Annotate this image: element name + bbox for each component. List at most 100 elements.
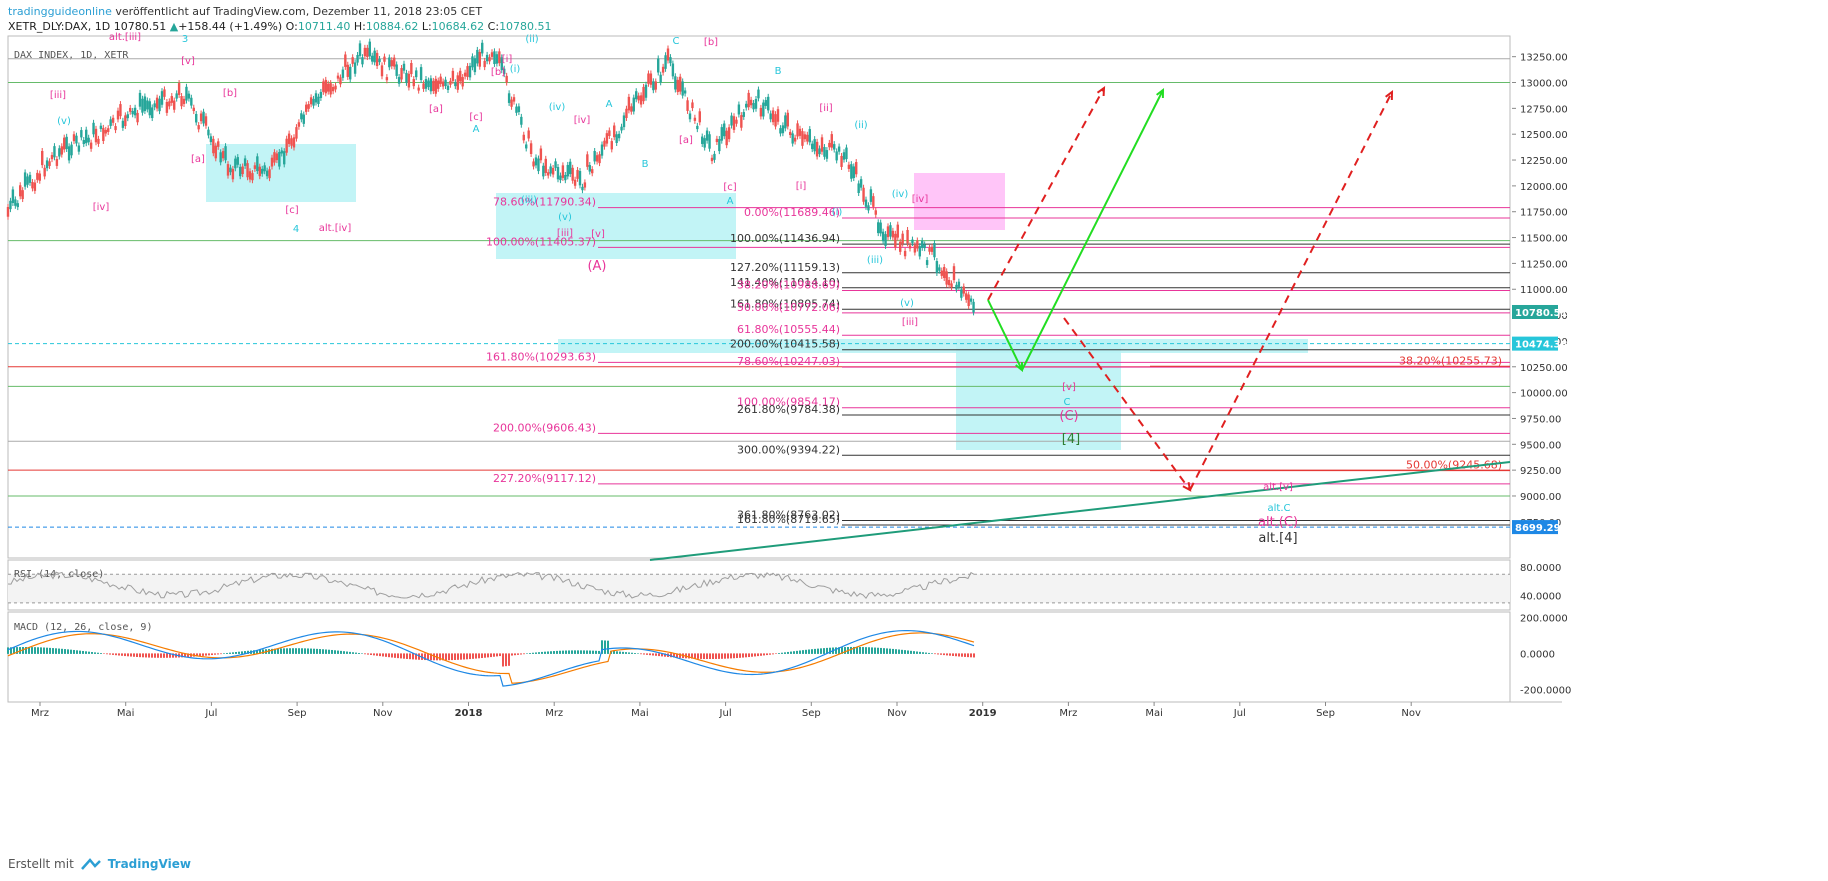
candle-body <box>730 115 733 126</box>
macd-histogram-bar <box>241 651 243 654</box>
candle-body <box>356 54 359 63</box>
candle-body <box>454 82 457 87</box>
macd-histogram-bar <box>229 652 231 654</box>
candle-body <box>899 241 902 252</box>
candle-body <box>461 77 464 87</box>
chart-canvas[interactable]: 13250.00 13000.00 12750.00 12500.00 12250.00… <box>0 0 1828 852</box>
candle-body <box>859 179 863 188</box>
macd-histogram-bar <box>523 653 525 655</box>
macd-histogram-bar <box>964 653 966 657</box>
candle-body <box>28 174 32 183</box>
fib-level-mid-label: 161.80%(10805.74) <box>730 297 840 310</box>
author-link[interactable]: tradingguideonline <box>8 5 112 18</box>
macd-histogram-bar <box>646 653 648 655</box>
candle-body <box>129 107 132 112</box>
candle-body <box>102 127 105 142</box>
symbol[interactable]: XETR_DLY:DAX, 1D <box>8 20 111 33</box>
macd-histogram-bar <box>430 653 432 661</box>
candle-body <box>495 54 499 64</box>
candle-body <box>434 78 437 94</box>
candle-body <box>263 165 266 172</box>
macd-histogram-bar <box>202 653 204 656</box>
candle-body <box>852 166 855 179</box>
macd-histogram-bar <box>262 649 264 654</box>
macd-histogram-bar <box>925 652 927 654</box>
macd-histogram-bar <box>217 653 219 655</box>
macd-histogram-bar <box>604 640 606 654</box>
macd-histogram-bar <box>778 653 780 654</box>
macd-histogram-bar <box>973 653 975 658</box>
candle-body <box>534 157 538 166</box>
macd-histogram-bar <box>67 649 69 654</box>
macd-histogram-bar <box>835 647 837 654</box>
candle-body <box>813 139 816 152</box>
candle-body <box>307 104 310 109</box>
candle-body <box>642 86 645 102</box>
candle-body <box>234 158 237 169</box>
macd-histogram-bar <box>547 651 549 654</box>
macd-histogram-bar <box>133 653 135 657</box>
candle-body <box>195 113 198 123</box>
macd-histogram-bar <box>256 649 258 654</box>
macd-histogram-bar <box>226 652 228 654</box>
candle-body <box>701 136 704 144</box>
candle-body <box>630 106 633 112</box>
macd-histogram-bar <box>316 648 318 654</box>
candle-body <box>459 70 462 82</box>
candle-body <box>647 73 650 84</box>
candle-body <box>745 103 748 108</box>
candle-body <box>769 113 772 120</box>
candle-body <box>674 76 677 90</box>
fib-level-left-label: 227.20%(9117.12) <box>493 472 596 485</box>
wave-label: [v] <box>181 56 195 67</box>
candle-body <box>688 113 692 120</box>
candle-body <box>764 100 767 106</box>
candle-body <box>943 267 946 279</box>
wave-label: [v] <box>1062 382 1076 393</box>
macd-histogram-bar <box>355 652 357 654</box>
candle-body <box>75 135 78 144</box>
macd-histogram-bar <box>508 653 510 666</box>
macd-histogram-bar <box>724 653 726 659</box>
macd-histogram-bar <box>829 647 831 654</box>
y-tick-label: 11750.00 <box>1520 208 1568 219</box>
macd-histogram-bar <box>730 653 732 659</box>
candle-body <box>261 168 264 174</box>
x-tick-label: Nov <box>1401 708 1421 719</box>
macd-histogram-bar <box>556 650 558 654</box>
candle-body <box>322 81 325 92</box>
macd-histogram-bar <box>826 647 828 654</box>
macd-histogram-bar <box>337 650 339 654</box>
candle-body <box>908 245 912 249</box>
candle-body <box>955 284 958 290</box>
candle-body <box>199 113 203 122</box>
macd-histogram-bar <box>670 653 672 658</box>
macd-histogram-bar <box>742 653 744 658</box>
candle-body <box>857 183 860 193</box>
quote-line: XETR_DLY:DAX, 1D 10780.51 ▲+158.44 (+1.4… <box>8 19 552 34</box>
candle-body <box>493 51 496 65</box>
y-tick-label: 12250.00 <box>1520 156 1568 167</box>
macd-histogram-bar <box>448 653 450 661</box>
tradingview-link[interactable]: TradingView <box>107 857 191 871</box>
candle-body <box>202 111 205 124</box>
wave-label: (iii) <box>867 255 883 266</box>
macd-histogram-bar <box>919 651 921 654</box>
candle-body <box>818 148 821 155</box>
macd-histogram-bar <box>910 650 912 654</box>
macd-histogram-bar <box>79 650 81 654</box>
candle-body <box>544 158 547 173</box>
candle-body <box>815 141 819 157</box>
wave-label: (C) <box>1059 409 1078 424</box>
macd-histogram-bar <box>64 649 66 654</box>
candle-body <box>833 144 836 150</box>
candle-body <box>182 98 186 104</box>
x-tick-label: Mrz <box>545 708 563 719</box>
macd-histogram-bar <box>400 653 402 659</box>
red-dashed-arrow <box>987 87 1105 301</box>
candle-body <box>967 294 970 307</box>
candle-body <box>786 112 789 127</box>
red-dashed-arrow-head <box>1385 89 1394 101</box>
macd-histogram-bar <box>943 653 945 656</box>
candle-body <box>466 66 469 77</box>
